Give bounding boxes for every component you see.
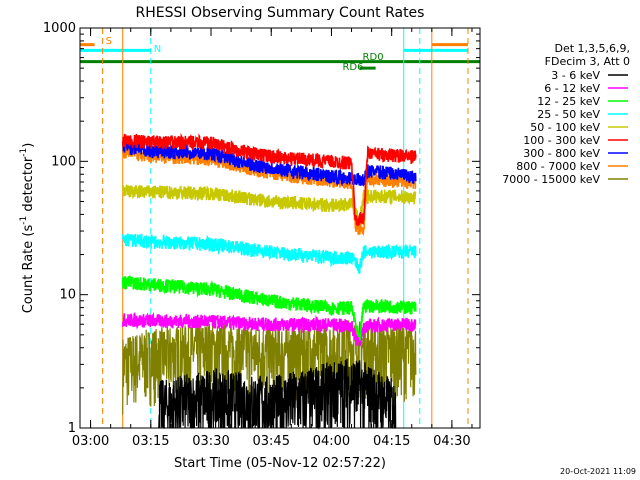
- y-axis-label: Count Rate (s-1 detector-1): [19, 143, 36, 314]
- flag-annotation-s: S: [106, 36, 112, 47]
- x-axis-label: Start Time (05-Nov-12 02:57:22): [174, 456, 386, 471]
- x-tick-label-1: 03:15: [132, 434, 169, 449]
- legend-header-line-1: Det 1,3,5,6,9,: [554, 42, 630, 55]
- legend-label-4: 50 - 100 keV: [530, 121, 600, 134]
- y-axis-label-sup-1: -1: [19, 216, 29, 225]
- chart-title: RHESSI Observing Summary Count Rates: [136, 5, 425, 21]
- legend-label-6: 300 - 800 keV: [523, 147, 600, 160]
- plot-frame: [79, 27, 481, 429]
- legend-label-2: 12 - 25 keV: [537, 95, 600, 108]
- series-line-3-6kev: [158, 358, 397, 430]
- x-tick-label-2: 03:30: [192, 434, 229, 449]
- y-axis-ticks: 1 10 100 1000: [43, 21, 480, 436]
- series-line-6-12kev: [121, 311, 417, 347]
- legend-label-1: 6 - 12 keV: [544, 82, 600, 95]
- legend-label-0: 3 - 6 keV: [551, 69, 600, 82]
- series-line-100-300kev: [121, 133, 417, 227]
- series-line-12-25kev: [121, 274, 417, 341]
- flag-annotation-n: N: [154, 44, 161, 55]
- series-line-50-100kev: [121, 184, 417, 227]
- y-axis-label-mid: detector: [21, 156, 36, 216]
- x-tick-label-0: 03:00: [72, 434, 109, 449]
- series-line-25-50kev: [121, 233, 417, 274]
- legend-label-7: 800 - 7000 keV: [516, 160, 600, 173]
- x-tick-label-5: 04:15: [373, 434, 410, 449]
- y-tick-label-0: 1: [68, 421, 76, 436]
- legend: Det 1,3,5,6,9, FDecim 3, Att 0 3 - 6 keV…: [502, 42, 630, 186]
- legend-header-line-2: FDecim 3, Att 0: [545, 55, 630, 68]
- flag-annotation-rd6: RD6: [342, 62, 363, 73]
- legend-label-3: 25 - 50 keV: [537, 108, 600, 121]
- y-axis-label-sup-2: -1: [19, 148, 29, 157]
- legend-label-5: 100 - 300 keV: [523, 134, 600, 147]
- y-tick-label-1: 10: [59, 288, 76, 303]
- y-axis-label-end: ): [21, 143, 36, 148]
- x-tick-label-6: 04:30: [433, 434, 470, 449]
- x-tick-label-4: 04:00: [313, 434, 350, 449]
- flag-annotation-rd0: RD0: [363, 52, 384, 63]
- legend-label-8: 7000 - 15000 keV: [502, 173, 600, 186]
- series-line-7000-15000kev: [122, 320, 417, 415]
- x-tick-label-3: 03:45: [253, 434, 290, 449]
- date-stamp: 20-Oct-2021 11:09: [560, 467, 636, 476]
- y-tick-label-2: 100: [51, 154, 76, 169]
- y-tick-label-3: 1000: [43, 21, 76, 36]
- y-axis-label-main: Count Rate (s: [21, 225, 36, 314]
- x-axis-ticks: 03:00 03:15 03:30 03:45 04:00 04:15 04:30: [72, 28, 473, 449]
